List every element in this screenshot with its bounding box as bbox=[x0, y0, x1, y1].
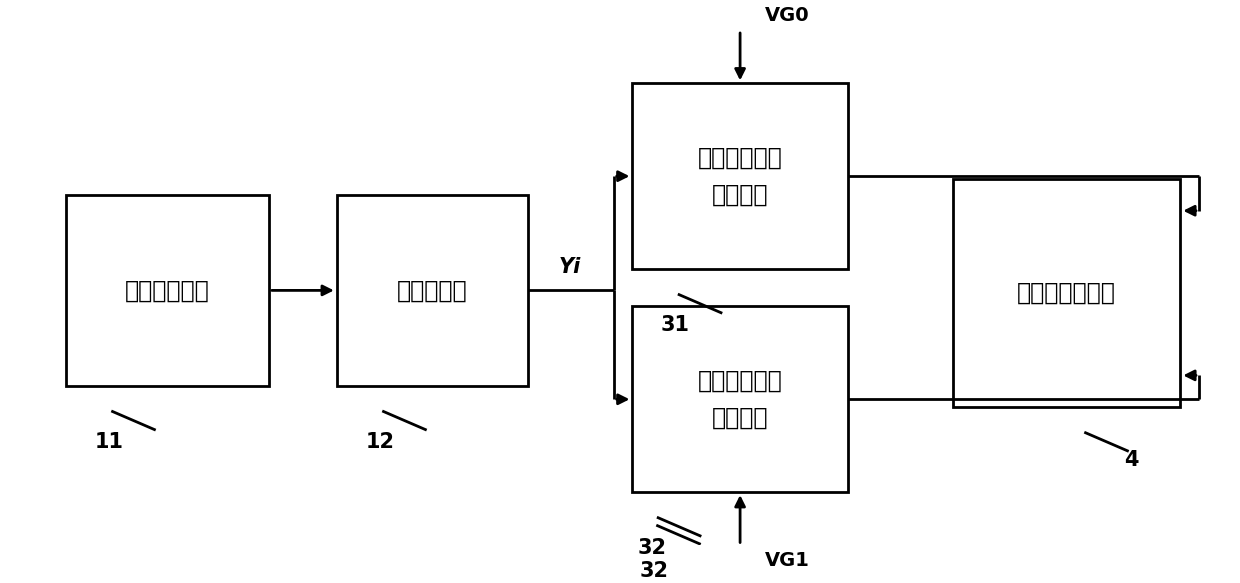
Text: VG0: VG0 bbox=[765, 6, 810, 25]
Bar bbox=[337, 195, 528, 386]
Text: 4: 4 bbox=[1123, 451, 1138, 470]
Text: 12: 12 bbox=[366, 432, 394, 452]
Text: VG1: VG1 bbox=[765, 551, 810, 570]
Text: 信号发生单元: 信号发生单元 bbox=[125, 279, 210, 303]
Text: 第二压控型运: 第二压控型运 bbox=[698, 368, 782, 393]
Text: 32: 32 bbox=[637, 538, 667, 558]
Bar bbox=[66, 195, 269, 386]
Bar bbox=[632, 306, 848, 492]
Bar bbox=[952, 179, 1180, 408]
Text: 差动电容传感器: 差动电容传感器 bbox=[1017, 281, 1116, 305]
Text: 11: 11 bbox=[94, 432, 123, 452]
Text: Yi: Yi bbox=[558, 257, 580, 277]
Text: 32: 32 bbox=[640, 561, 668, 581]
Text: 算放大器: 算放大器 bbox=[712, 406, 769, 430]
Text: 运算放大器: 运算放大器 bbox=[397, 279, 467, 303]
Text: 第一压控型运: 第一压控型运 bbox=[698, 146, 782, 170]
Bar bbox=[632, 83, 848, 269]
Text: 算放大器: 算放大器 bbox=[712, 183, 769, 207]
Text: 31: 31 bbox=[661, 315, 689, 335]
